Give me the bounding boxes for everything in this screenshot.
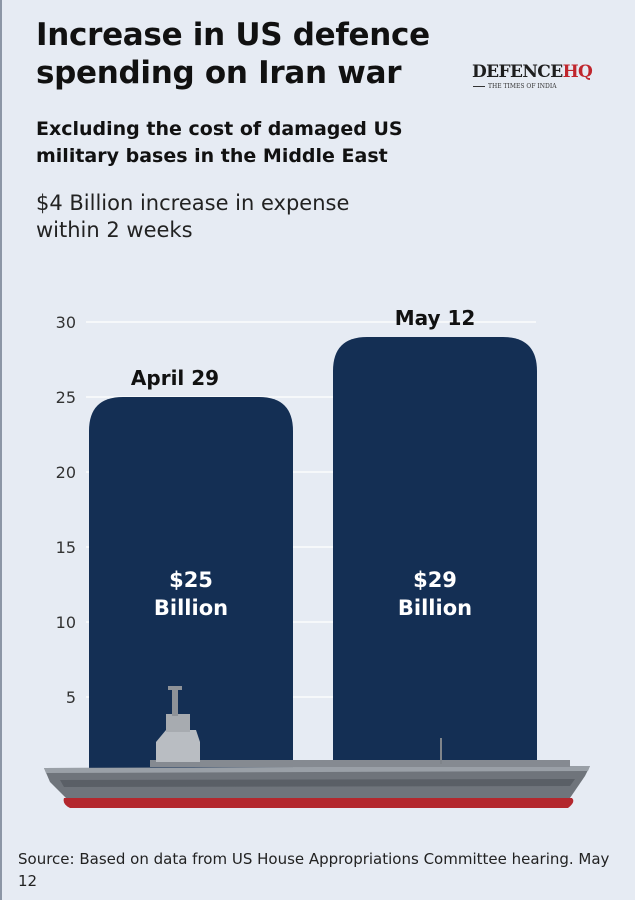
logo-subtext: THE TIMES OF INDIA (472, 83, 597, 90)
bar-value-label-1-line-1: $25 (169, 568, 213, 592)
bar-1 (89, 397, 293, 772)
bar-value-label-2-line-2: Billion (398, 596, 472, 620)
ship-deck-edge (44, 766, 590, 773)
y-tick-label-25: 25 (56, 388, 76, 407)
page-title: Increase in US defence spending on Iran … (36, 17, 430, 91)
bar-chart: 5 10 15 20 25 30 $25 Billion $29 Billion April 2… (44, 306, 590, 808)
y-tick-label-20: 20 (56, 463, 76, 482)
ship-island (156, 730, 200, 762)
left-border (0, 0, 2, 900)
logo-accent-text: HQ (562, 62, 593, 82)
y-tick-label-5: 5 (66, 688, 76, 707)
ship-flight-deck (150, 760, 570, 767)
y-tick-label-15: 15 (56, 538, 76, 557)
source-note: Source: Based on data from US House Appr… (18, 850, 610, 890)
logo-main-text: DEFENCE (472, 62, 563, 82)
ship-mast (172, 690, 178, 716)
chart-note: $4 Billion increase in expense within 2 … (36, 191, 350, 242)
logo-wordmark: DEFENCEHQ (472, 62, 597, 82)
y-tick-label-30: 30 (56, 313, 76, 332)
category-label-2: May 12 (395, 306, 476, 330)
category-labels: April 29 May 12 (131, 306, 475, 390)
ship-hull-band (60, 779, 575, 787)
ship-bridge (166, 714, 190, 732)
category-label-1: April 29 (131, 366, 219, 390)
bar-value-label-2-line-1: $29 (413, 568, 457, 592)
y-axis: 5 10 15 20 25 30 (56, 313, 76, 707)
bar-2 (333, 337, 537, 772)
bar-value-label-1-line-2: Billion (154, 596, 228, 620)
chart-subtitle: Excluding the cost of damaged US militar… (36, 118, 403, 167)
ship-antenna (440, 738, 442, 764)
ship-hull-stripe (63, 798, 574, 808)
y-tick-label-10: 10 (56, 613, 76, 632)
defencehq-logo: DEFENCEHQ THE TIMES OF INDIA (472, 62, 597, 96)
aircraft-carrier-illustration (44, 686, 590, 808)
bars: $25 Billion $29 Billion (89, 337, 537, 772)
ship-mast-top (168, 686, 182, 690)
